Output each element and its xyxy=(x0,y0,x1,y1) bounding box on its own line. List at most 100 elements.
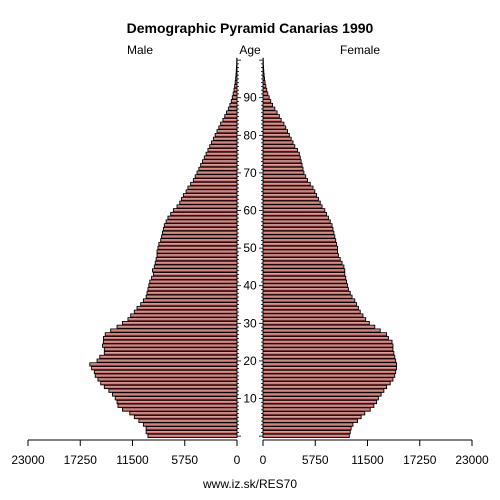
male-bar xyxy=(235,69,238,74)
female-bar xyxy=(262,362,398,367)
male-bar xyxy=(179,200,238,205)
male-bar xyxy=(155,257,238,262)
female-bar xyxy=(262,84,267,89)
male-bar xyxy=(89,362,238,367)
female-bar xyxy=(262,148,298,153)
male-bar xyxy=(205,151,238,156)
female-bar xyxy=(262,313,364,318)
age-tick-label: 30 xyxy=(243,316,257,330)
female-bar xyxy=(262,114,280,119)
male-bar xyxy=(149,279,238,284)
female-bar xyxy=(262,399,378,405)
male-bar xyxy=(93,369,238,375)
male-bar xyxy=(145,294,238,299)
female-bar xyxy=(262,185,314,190)
female-bar xyxy=(262,95,270,100)
male-bar xyxy=(156,253,238,258)
male-bar xyxy=(96,358,238,363)
female-bar xyxy=(262,245,338,250)
male-bar xyxy=(214,132,238,138)
male-label: Male xyxy=(127,43,153,57)
female-bar xyxy=(262,238,337,243)
male-bar xyxy=(224,114,238,119)
female-bar xyxy=(262,433,350,438)
male-bar xyxy=(185,189,238,194)
male-bar xyxy=(165,219,238,224)
male-bar xyxy=(194,174,238,179)
female-bar xyxy=(262,260,343,265)
female-x-tick-label: 23000 xyxy=(455,453,489,467)
female-bar xyxy=(262,80,266,85)
female-bar xyxy=(262,136,292,141)
female-bar xyxy=(262,91,269,96)
female-bar xyxy=(262,155,301,160)
female-bar xyxy=(262,132,290,138)
female-bar xyxy=(262,339,393,344)
female-bar xyxy=(262,275,347,281)
male-bar xyxy=(122,320,238,326)
female-bar xyxy=(262,181,311,187)
male-bar xyxy=(97,377,238,382)
male-x-tick-label: 5750 xyxy=(171,453,198,467)
female-bar xyxy=(262,226,334,232)
male-bar xyxy=(231,95,238,100)
male-bar xyxy=(110,328,238,333)
female-bar xyxy=(262,129,288,134)
female-bar xyxy=(262,426,352,431)
male-bar xyxy=(103,347,238,352)
male-bar xyxy=(130,313,238,318)
female-bar xyxy=(262,302,358,307)
female-bar xyxy=(262,279,348,284)
female-bar xyxy=(262,354,396,359)
female-bar xyxy=(262,166,304,171)
age-tick-label: 90 xyxy=(243,91,257,105)
male-bar xyxy=(236,65,238,70)
female-bar xyxy=(262,287,349,292)
male-bar xyxy=(151,275,238,281)
female-bar xyxy=(262,140,294,145)
male-bar xyxy=(148,283,238,288)
chart-title: Demographic Pyramid Canarias 1990 xyxy=(127,20,374,36)
female-bar xyxy=(262,283,348,288)
male-bar xyxy=(112,392,238,397)
female-bar xyxy=(262,102,273,108)
female-bar xyxy=(262,298,356,303)
male-bar xyxy=(211,140,238,145)
female-bar xyxy=(262,358,397,363)
female-bar xyxy=(262,163,303,168)
female-bar xyxy=(262,117,282,123)
age-tick-label: 70 xyxy=(243,166,257,180)
female-x-tick-label: 11500 xyxy=(351,453,384,467)
female-bar xyxy=(262,215,329,220)
male-bar xyxy=(140,302,238,307)
male-bar xyxy=(117,403,238,408)
female-bar xyxy=(262,305,359,311)
male-bar xyxy=(116,324,238,329)
male-bar xyxy=(160,238,238,243)
male-bar xyxy=(182,193,238,198)
female-bar xyxy=(262,384,388,390)
female-bar xyxy=(262,219,331,224)
male-bar xyxy=(212,136,238,141)
male-bar xyxy=(235,72,238,77)
male-bar xyxy=(133,309,238,314)
male-bar xyxy=(167,215,238,220)
female-bar xyxy=(262,396,379,401)
female-bar xyxy=(262,125,287,130)
male-bar xyxy=(172,208,238,213)
male-bar xyxy=(218,125,238,130)
female-bar xyxy=(262,234,336,239)
male-bar xyxy=(227,106,238,111)
female-bar xyxy=(262,343,394,348)
female-bar xyxy=(262,347,394,352)
female-bar xyxy=(262,411,366,416)
male-bar xyxy=(103,384,238,390)
male-bar xyxy=(162,226,238,232)
male-bar xyxy=(192,178,238,183)
age-label: Age xyxy=(239,43,261,57)
female-bar xyxy=(262,72,265,77)
male-bar xyxy=(190,181,238,187)
male-bar xyxy=(114,396,238,401)
age-tick-label: 40 xyxy=(243,279,257,293)
